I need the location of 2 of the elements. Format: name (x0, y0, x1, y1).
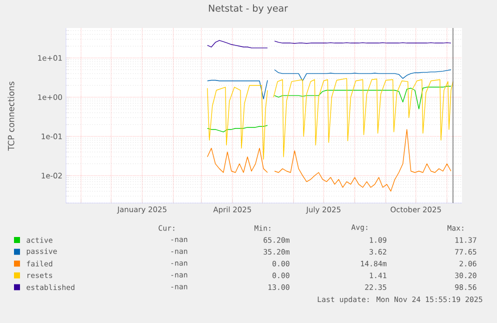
y-axis-title: TCP connections (8, 82, 14, 151)
chart-title: Netstat - by year (208, 4, 288, 14)
